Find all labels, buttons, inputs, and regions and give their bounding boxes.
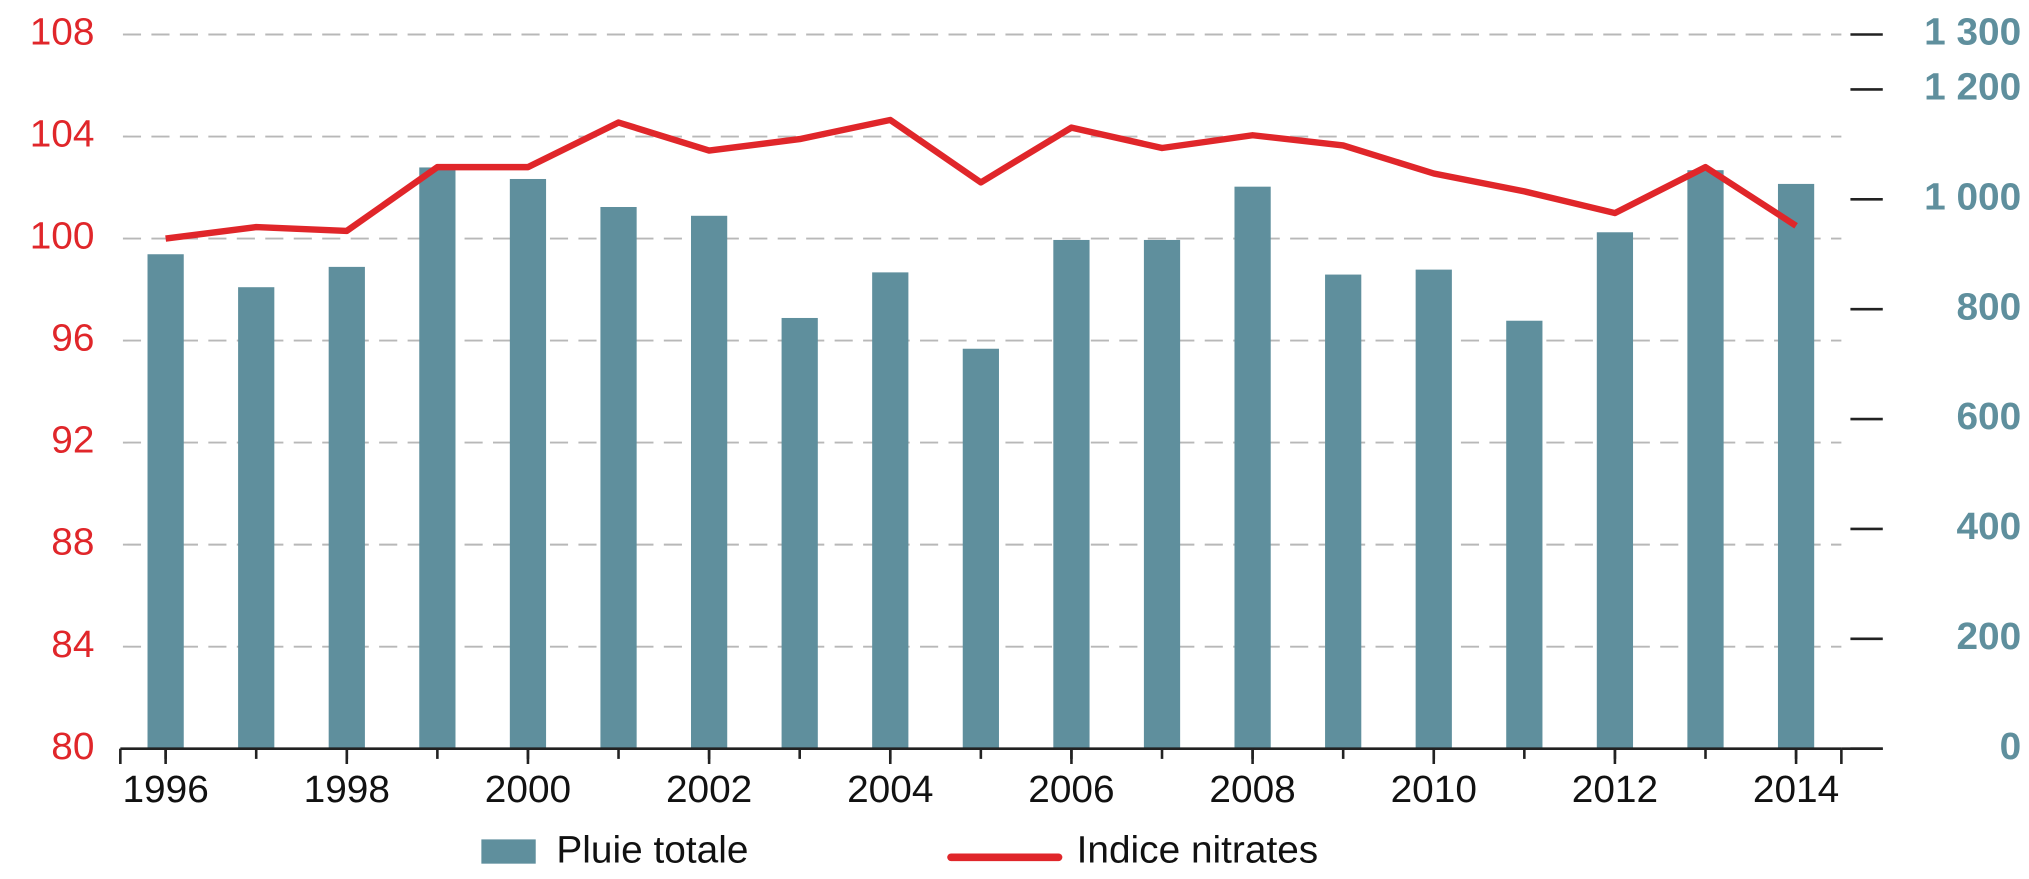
y-tick-label: 92 bbox=[51, 419, 94, 462]
x-tick-label: 2012 bbox=[1572, 768, 1658, 811]
y-tick-label: 100 bbox=[30, 215, 95, 258]
bar bbox=[328, 266, 365, 749]
x-tick-label: 2014 bbox=[1753, 768, 1839, 811]
bar bbox=[1596, 232, 1634, 749]
y2-tick-label: 1 000 bbox=[1924, 176, 2021, 219]
line bbox=[165, 116, 1798, 242]
y2-tick-label: 600 bbox=[1956, 395, 2021, 438]
bar bbox=[1234, 186, 1271, 749]
y2-tick-label: 1 300 bbox=[1924, 11, 2021, 54]
legend-swatch bbox=[481, 839, 536, 864]
bar bbox=[781, 317, 818, 749]
x-tick-label: 2006 bbox=[1028, 768, 1114, 811]
y-tick-label: 84 bbox=[51, 623, 94, 666]
bar bbox=[1506, 320, 1543, 749]
bar bbox=[419, 167, 456, 749]
y-tick-label: 108 bbox=[30, 11, 95, 54]
x-tick-label: 2000 bbox=[485, 768, 571, 811]
bar bbox=[1143, 239, 1181, 749]
y2-tick-label: 1 200 bbox=[1924, 66, 2021, 109]
x-tick-label: 2002 bbox=[666, 768, 752, 811]
bar bbox=[1777, 183, 1815, 749]
bar bbox=[962, 348, 999, 749]
y-tick-label: 80 bbox=[51, 725, 94, 768]
bar bbox=[509, 178, 547, 749]
legend-label: Indice nitrates bbox=[1077, 829, 1319, 872]
x-tick-label: 1996 bbox=[122, 768, 208, 811]
bar bbox=[238, 287, 275, 749]
y-tick-label: 96 bbox=[51, 317, 94, 360]
y2-tick-label: 0 bbox=[2000, 725, 2022, 768]
bar bbox=[1325, 274, 1362, 749]
bar bbox=[1053, 239, 1090, 749]
legend-label: Pluie totale bbox=[556, 829, 748, 872]
bar bbox=[1415, 269, 1452, 749]
x-tick-label: 2010 bbox=[1391, 768, 1477, 811]
bar bbox=[690, 215, 728, 749]
bar bbox=[147, 254, 184, 749]
bar bbox=[1687, 170, 1724, 749]
x-tick-label: 2008 bbox=[1209, 768, 1295, 811]
x-tick-label: 2004 bbox=[847, 768, 933, 811]
bar bbox=[600, 206, 637, 749]
y2-tick-label: 400 bbox=[1956, 505, 2021, 548]
bar bbox=[872, 272, 909, 749]
y2-tick-label: 200 bbox=[1956, 615, 2021, 658]
y-tick-label: 88 bbox=[51, 521, 94, 564]
x-tick-label: 1998 bbox=[304, 768, 390, 811]
y-tick-label: 104 bbox=[30, 113, 95, 156]
y2-tick-label: 800 bbox=[1956, 286, 2021, 329]
